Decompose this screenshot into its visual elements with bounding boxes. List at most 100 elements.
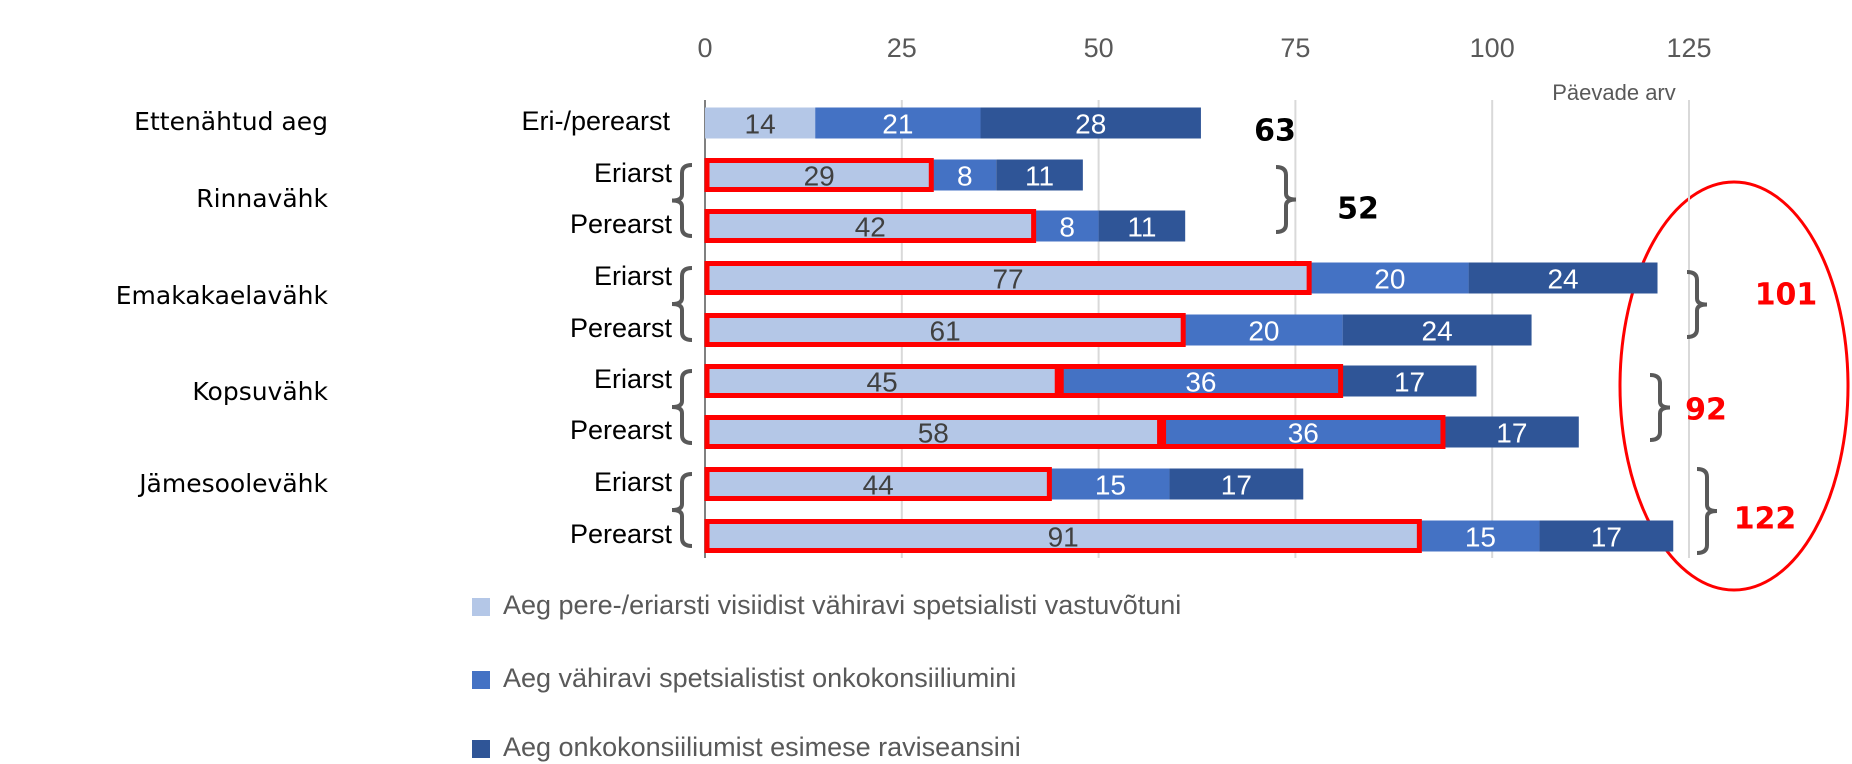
data-label: 45 bbox=[867, 366, 898, 397]
brace bbox=[1275, 165, 1297, 234]
bar-segment bbox=[705, 107, 816, 139]
highlight-outline bbox=[704, 519, 1422, 553]
highlight-outline bbox=[704, 415, 1163, 449]
highlight-outline bbox=[704, 313, 1186, 347]
row-label: Eriarst bbox=[594, 158, 673, 188]
bar-segment bbox=[1539, 520, 1674, 552]
group-total: 122 bbox=[1734, 502, 1797, 537]
bar-segment bbox=[1468, 262, 1658, 294]
brace bbox=[671, 266, 693, 342]
bar-segment bbox=[705, 314, 1186, 346]
legend-label: Aeg pere-/eriarsti visiidist vähiravi sp… bbox=[503, 590, 1181, 620]
data-label: 44 bbox=[863, 469, 894, 500]
x-tick-label: 100 bbox=[1470, 33, 1515, 63]
data-label: 28 bbox=[1075, 108, 1106, 139]
data-label: 61 bbox=[930, 315, 961, 346]
highlight-outline bbox=[704, 209, 1037, 243]
bar-segment bbox=[705, 468, 1052, 500]
bar-segment bbox=[705, 262, 1312, 294]
bar-segment bbox=[1059, 365, 1343, 397]
highlight-outline bbox=[704, 261, 1312, 295]
group-label: Rinnavähk bbox=[196, 184, 328, 213]
legend-label: Aeg onkokonsiiliumist esimese raviseansi… bbox=[503, 732, 1021, 762]
bar-segment bbox=[1444, 416, 1579, 448]
data-label: 17 bbox=[1221, 469, 1252, 500]
row-label: Perearst bbox=[570, 415, 673, 445]
brace bbox=[1686, 270, 1708, 339]
bar-segment bbox=[1342, 314, 1532, 346]
row-label: Eriarst bbox=[594, 364, 673, 394]
row-label: Eri-/perearst bbox=[521, 106, 670, 136]
data-label: 17 bbox=[1496, 417, 1527, 448]
brace bbox=[671, 163, 693, 238]
bar-segment bbox=[1161, 416, 1445, 448]
row-label: Perearst bbox=[570, 313, 673, 343]
axis-label: Päevade arv bbox=[1552, 80, 1676, 105]
data-label: 15 bbox=[1465, 521, 1496, 552]
x-tick-label: 75 bbox=[1280, 33, 1310, 63]
group-label: Jämesoolevähk bbox=[137, 469, 328, 498]
bar-segment bbox=[1421, 520, 1540, 552]
data-label: 36 bbox=[1288, 417, 1319, 448]
group-total: 52 bbox=[1337, 192, 1379, 227]
bar-segment bbox=[980, 107, 1201, 139]
data-label: 17 bbox=[1591, 521, 1622, 552]
data-label: 11 bbox=[1025, 160, 1054, 191]
highlight-outline bbox=[1161, 415, 1446, 449]
data-label: 8 bbox=[1059, 211, 1075, 242]
bar-segment bbox=[1035, 210, 1099, 242]
bar-segment bbox=[705, 159, 934, 191]
data-label: 91 bbox=[1048, 521, 1079, 552]
group-total: 63 bbox=[1254, 114, 1296, 149]
bar-segment bbox=[705, 210, 1036, 242]
group-label: Emakakaelavähk bbox=[116, 281, 329, 310]
data-label: 14 bbox=[745, 108, 776, 139]
bar-segment bbox=[705, 365, 1060, 397]
bar-segment bbox=[1311, 262, 1469, 294]
highlight-ellipse bbox=[1618, 180, 1850, 592]
data-label: 21 bbox=[882, 108, 913, 139]
bar-segment bbox=[1185, 314, 1343, 346]
group-label: Ettenähtud aeg bbox=[134, 107, 328, 136]
highlight-outline bbox=[704, 158, 934, 192]
data-label: 24 bbox=[1547, 263, 1578, 294]
group-total: 101 bbox=[1755, 278, 1818, 313]
brace bbox=[1649, 373, 1671, 442]
data-label: 42 bbox=[855, 211, 886, 242]
data-label: 8 bbox=[957, 160, 973, 191]
row-label: Eriarst bbox=[594, 467, 673, 497]
x-tick-label: 125 bbox=[1666, 33, 1711, 63]
data-label: 36 bbox=[1185, 366, 1216, 397]
bar-segment bbox=[1169, 468, 1304, 500]
bar-segment bbox=[1051, 468, 1170, 500]
highlight-outline bbox=[704, 467, 1052, 501]
row-label: Perearst bbox=[570, 209, 673, 239]
data-label: 20 bbox=[1374, 263, 1405, 294]
legend-swatch bbox=[472, 598, 490, 616]
data-label: 58 bbox=[918, 417, 949, 448]
bar-segment bbox=[1098, 210, 1186, 242]
bar-segment bbox=[705, 416, 1162, 448]
group-total: 92 bbox=[1685, 393, 1727, 428]
row-label: Perearst bbox=[570, 519, 673, 549]
data-label: 15 bbox=[1095, 469, 1126, 500]
group-label: Kopsuvähk bbox=[192, 377, 328, 406]
highlight-outline bbox=[1058, 364, 1344, 398]
bar-segment bbox=[1342, 365, 1477, 397]
highlight-outline bbox=[704, 364, 1060, 398]
data-label: 77 bbox=[992, 263, 1023, 294]
legend-swatch bbox=[472, 671, 490, 689]
x-tick-label: 0 bbox=[697, 33, 712, 63]
x-tick-label: 25 bbox=[887, 33, 917, 63]
data-label: 17 bbox=[1394, 366, 1425, 397]
data-label: 29 bbox=[804, 160, 835, 191]
legend-swatch bbox=[472, 740, 490, 758]
data-label: 24 bbox=[1422, 315, 1453, 346]
brace bbox=[671, 472, 693, 548]
data-label: 20 bbox=[1248, 315, 1279, 346]
row-label: Eriarst bbox=[594, 261, 673, 291]
legend-label: Aeg vähiravi spetsialistist onkokonsiili… bbox=[503, 663, 1016, 693]
brace bbox=[1696, 467, 1718, 555]
x-tick-label: 50 bbox=[1084, 33, 1114, 63]
